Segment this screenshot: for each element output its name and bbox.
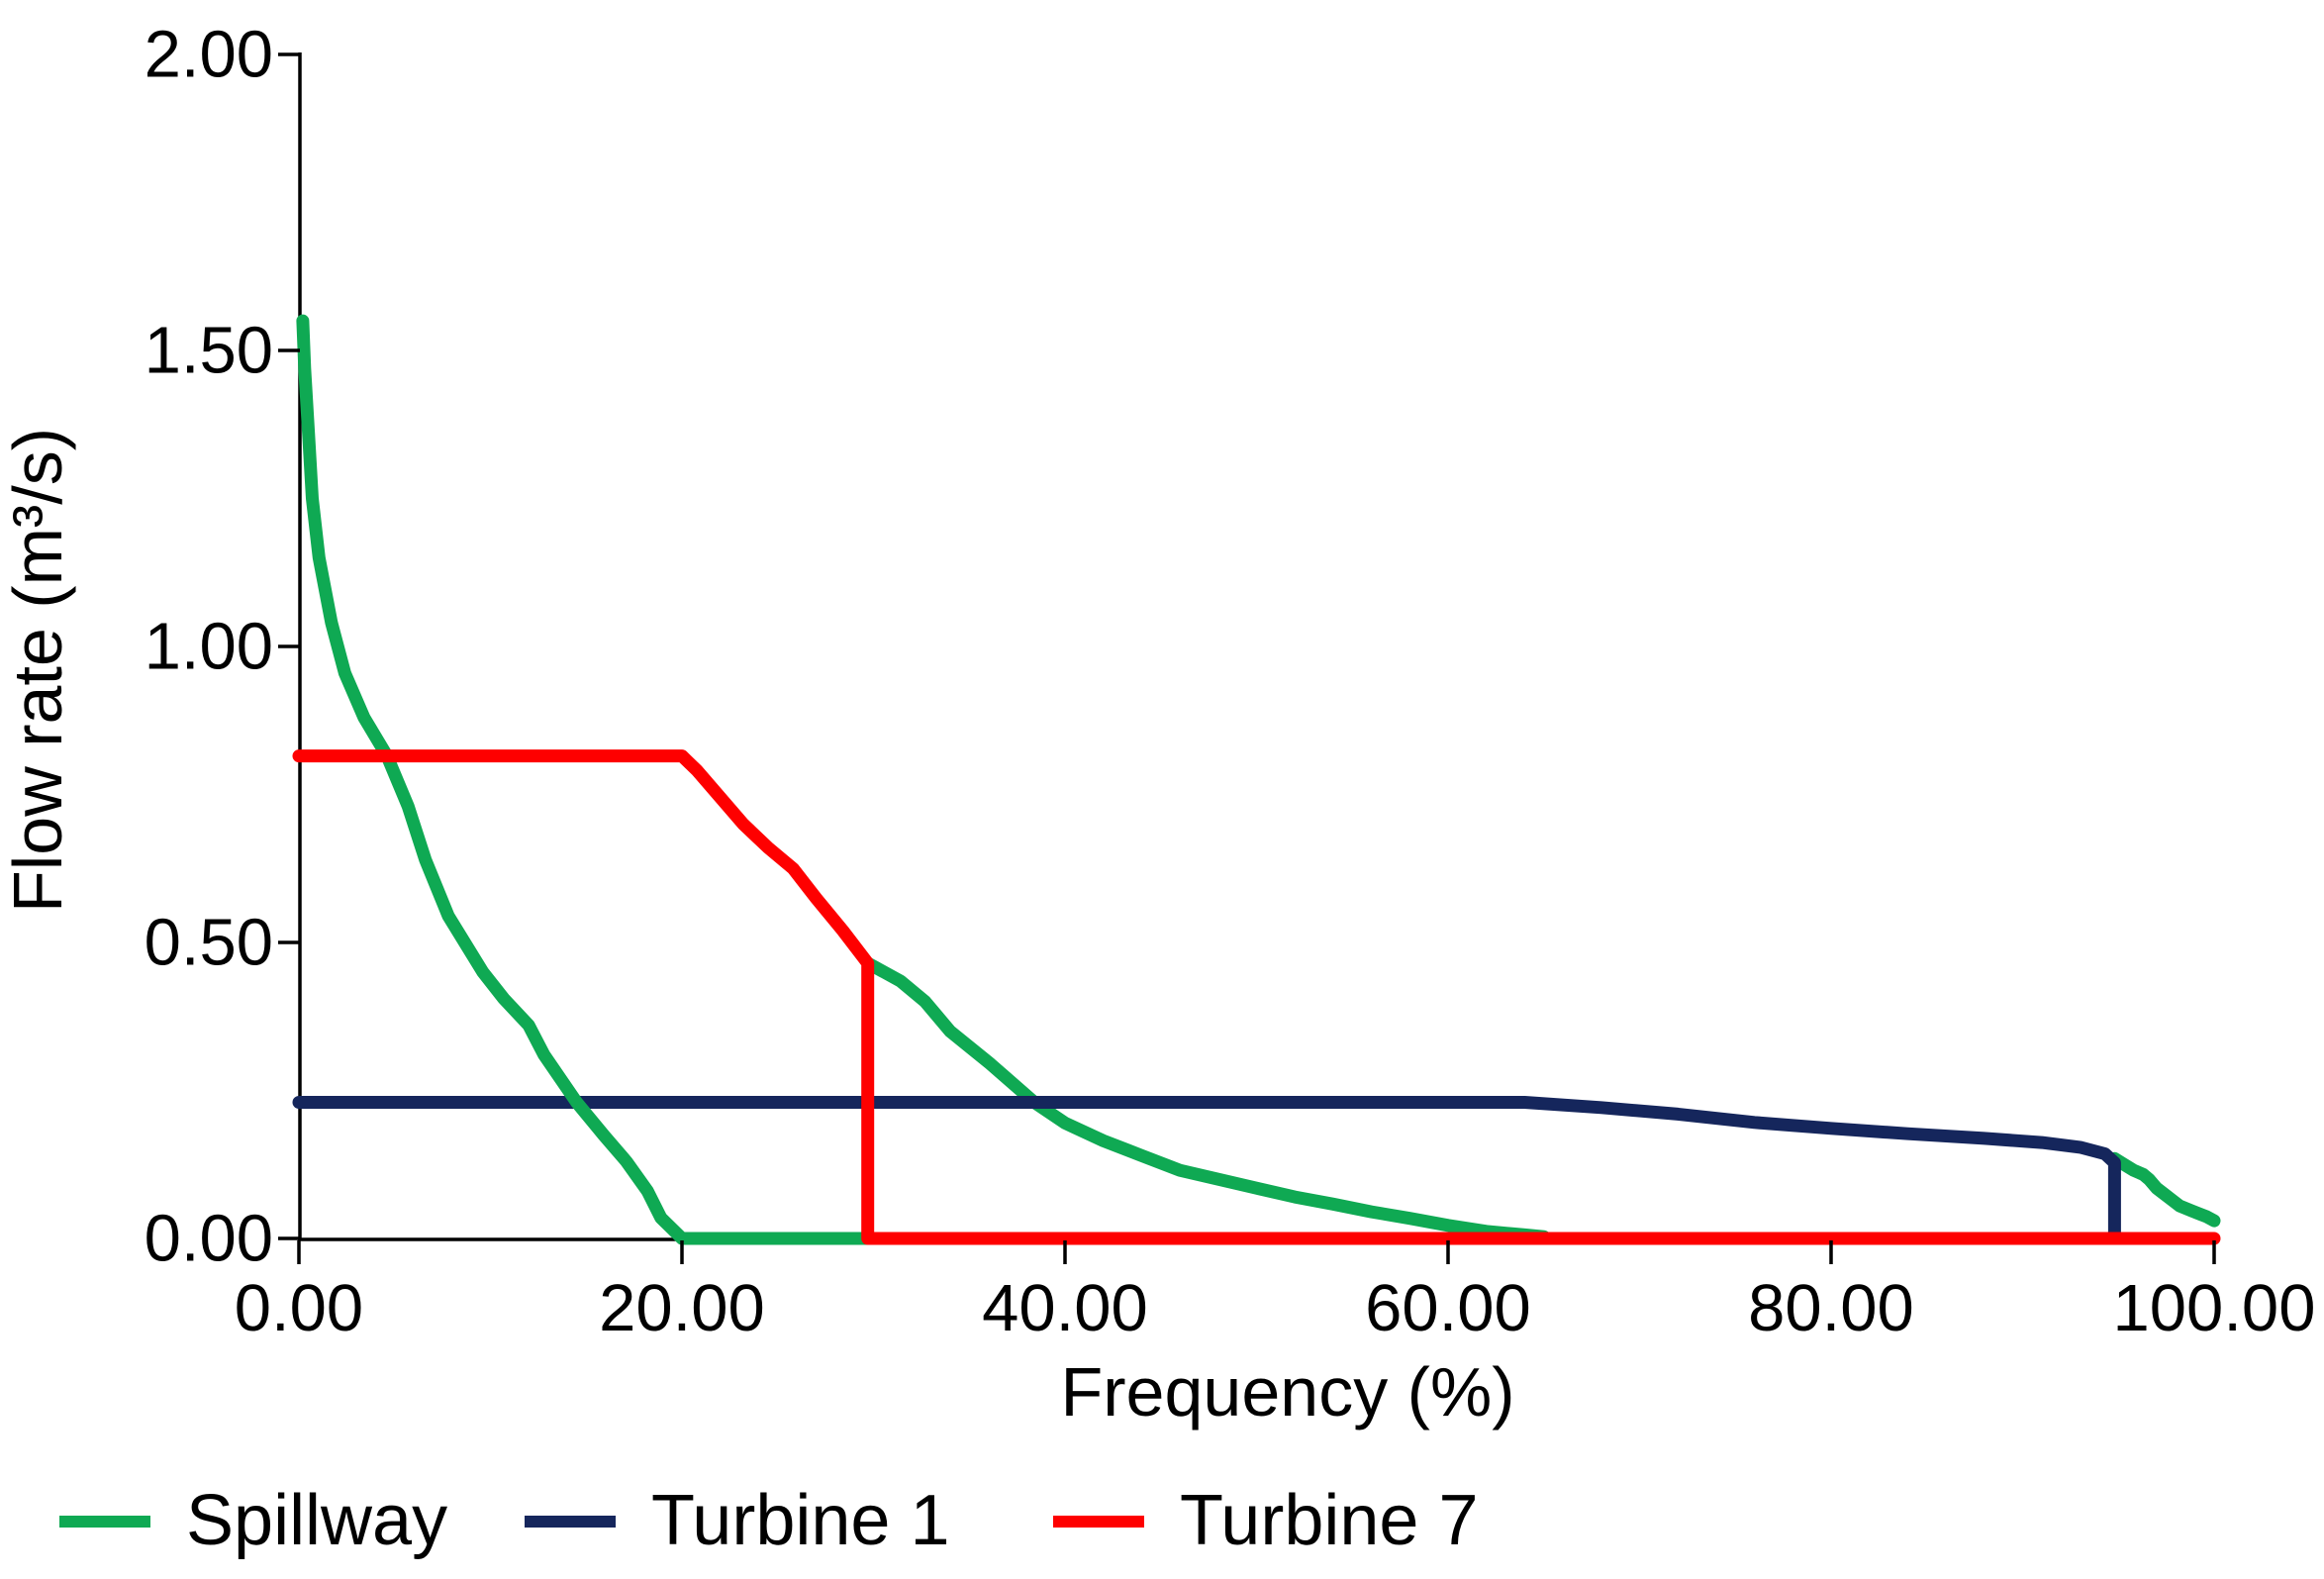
x-tick-labels: 0.00 20.00 40.00 60.00 80.00 100.00	[235, 1271, 2316, 1345]
legend: Spillway Turbine 1 Turbine 7	[59, 1481, 1479, 1560]
y-axis-title: Flow rate (m³/s)	[0, 428, 76, 913]
plot-series	[292, 314, 2221, 1245]
x-tick-label: 0.00	[235, 1271, 363, 1345]
x-tick-label: 100.00	[2113, 1271, 2316, 1345]
legend-label: Turbine 7	[1180, 1481, 1479, 1560]
y-tick-label: 1.50	[145, 314, 273, 388]
legend-item-spillway: Spillway	[59, 1481, 447, 1560]
y-tick-label: 1.00	[145, 610, 273, 684]
legend-item-turbine-1: Turbine 1	[525, 1481, 950, 1560]
series-line-unlabeled-0	[861, 956, 1551, 1243]
series-line-turbine-1	[292, 1096, 2121, 1245]
y-tick-labels: 0.00 0.50 1.00 1.50 2.00	[145, 18, 273, 1276]
series-line-unlabeled-1	[2107, 1151, 2221, 1228]
legend-item-turbine-7: Turbine 7	[1053, 1481, 1479, 1560]
legend-label: Spillway	[186, 1481, 447, 1560]
legend-label: Turbine 1	[651, 1481, 950, 1560]
y-tick-label: 0.00	[145, 1202, 273, 1276]
series-line-turbine-7	[292, 749, 2221, 1245]
axis-ticks	[278, 52, 2216, 1264]
y-tick-label: 2.00	[145, 18, 273, 92]
x-axis-title: Frequency (%)	[1060, 1353, 1514, 1431]
x-tick-label: 60.00	[1365, 1271, 1531, 1345]
x-tick-label: 80.00	[1748, 1271, 1914, 1345]
x-tick-label: 20.00	[599, 1271, 765, 1345]
x-tick-label: 40.00	[982, 1271, 1148, 1345]
series-line-spillway	[296, 314, 875, 1245]
y-tick-label: 0.50	[145, 906, 273, 980]
